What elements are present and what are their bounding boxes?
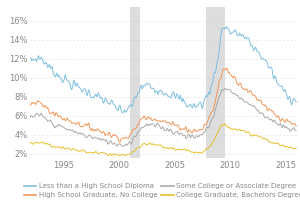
Bar: [206, 7, 225, 158]
Legend: Less than a High School Diploma, High School Graduate, No College, Some College : Less than a High School Diploma, High Sc…: [21, 180, 300, 201]
Bar: [130, 7, 140, 158]
